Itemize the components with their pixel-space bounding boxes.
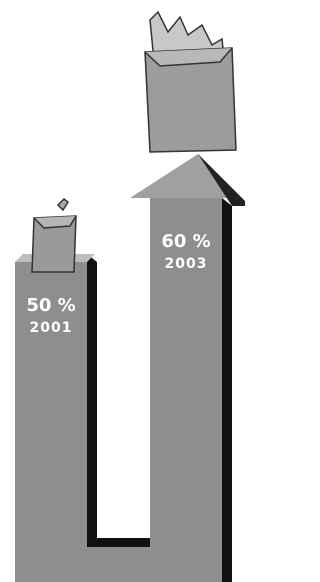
value-label: 50 %	[26, 295, 75, 316]
category-label: 2003	[165, 256, 208, 272]
bar-side	[87, 254, 97, 547]
category-label: 2001	[30, 320, 73, 336]
bar-side	[222, 198, 232, 582]
small-bag-icon	[32, 199, 76, 272]
large-bag-icon	[145, 12, 236, 152]
chart: 50 % 2001 60 % 2003	[0, 0, 245, 582]
value-label: 60 %	[161, 231, 210, 252]
